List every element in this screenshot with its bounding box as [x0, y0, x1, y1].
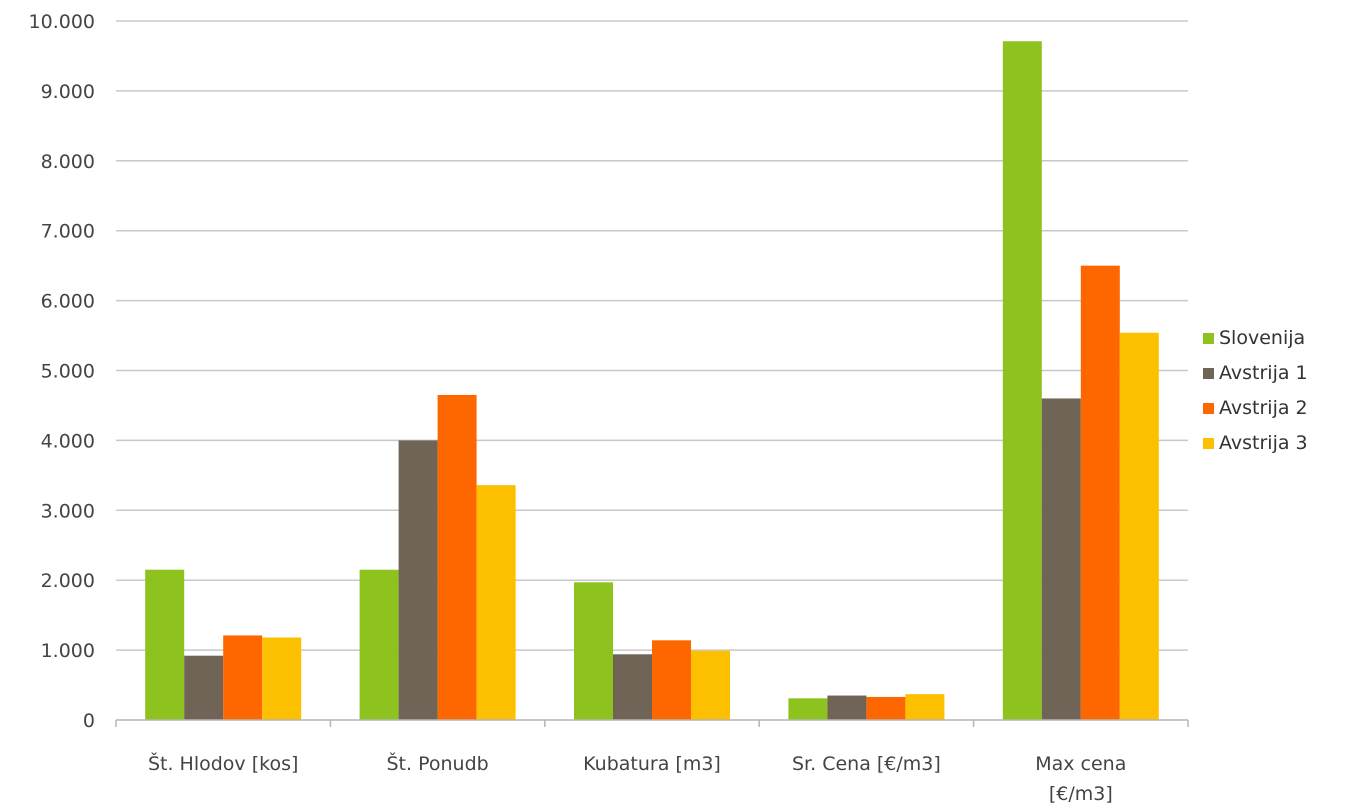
bar-avstrija-2	[652, 640, 691, 720]
legend: Slovenija Avstrija 1 Avstrija 2 Avstrija 3	[1203, 327, 1308, 454]
y-tick-label: 3.000	[41, 500, 95, 522]
bar-avstrija-3	[262, 637, 302, 720]
bar-avstrija-3	[476, 485, 516, 720]
bar-avstrija-1	[613, 654, 652, 720]
x-category-label: Št. Ponudb	[386, 751, 488, 775]
bar-slovenija	[359, 569, 399, 720]
bar-avstrija-3	[905, 694, 945, 720]
x-category-label: Kubatura [m3]	[583, 753, 721, 775]
legend-swatch	[1203, 438, 1214, 449]
x-category-label: Max cena	[1035, 753, 1126, 775]
bar-avstrija-2	[866, 696, 906, 720]
y-tick-label: 1.000	[41, 640, 95, 662]
y-tick-label: 4.000	[41, 430, 95, 452]
y-axis-tick-labels: 0 1.000 2.000 3.000 4.000 5.000 6.000 7.000 8.00…	[29, 11, 95, 732]
y-tick-label: 5.000	[41, 361, 95, 383]
legend-label: Avstrija 2	[1219, 397, 1308, 419]
bar-avstrija-1	[1041, 398, 1081, 720]
legend-label: Avstrija 1	[1219, 362, 1308, 384]
x-category-label: Sr. Cena [€/m3]	[792, 753, 941, 775]
x-category-label: Št. Hlodov [kos]	[148, 751, 298, 775]
legend-swatch	[1203, 333, 1214, 344]
y-tick-label: 10.000	[29, 11, 95, 33]
bar-avstrija-2	[437, 394, 477, 720]
y-tick-label: 8.000	[41, 151, 95, 173]
bar-slovenija	[788, 698, 828, 720]
gridlines	[116, 20, 1188, 651]
bar-avstrija-3	[1119, 332, 1159, 720]
bar-avstrija-2	[1080, 265, 1120, 720]
bars	[145, 41, 1159, 721]
bar-avstrija-3	[691, 650, 730, 720]
bar-slovenija	[1002, 41, 1042, 721]
y-tick-label: 9.000	[41, 81, 95, 103]
y-tick-label: 2.000	[41, 570, 95, 592]
x-category-label: [€/m3]	[1049, 783, 1113, 805]
bar-avstrija-1	[398, 440, 438, 720]
y-tick-label: 6.000	[41, 291, 95, 313]
bar-avstrija-2	[223, 635, 263, 720]
x-axis-category-labels: Št. Hlodov [kos] Št. Ponudb Kubatura [m3] S…	[148, 751, 1126, 805]
bar-slovenija	[574, 582, 613, 720]
y-tick-label: 0	[83, 710, 95, 732]
legend-label: Avstrija 3	[1219, 432, 1308, 454]
x-axis	[115, 719, 1189, 727]
bar-avstrija-1	[827, 695, 867, 720]
bar-slovenija	[145, 569, 185, 720]
y-tick-label: 7.000	[41, 221, 95, 243]
legend-swatch	[1203, 403, 1214, 414]
legend-swatch	[1203, 368, 1214, 379]
bar-avstrija-1	[184, 655, 224, 720]
legend-label: Slovenija	[1219, 327, 1305, 349]
